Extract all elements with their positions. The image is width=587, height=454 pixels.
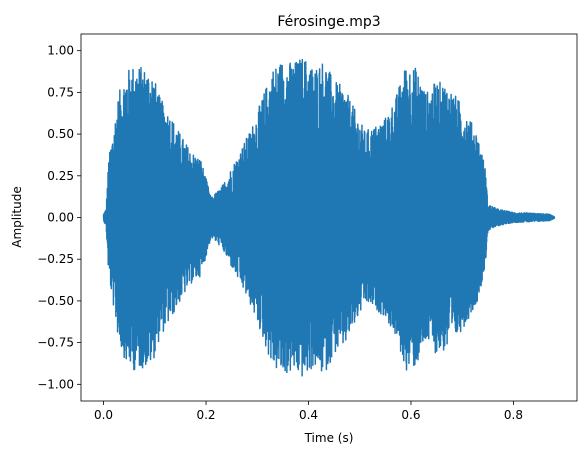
y-tick-label: −0.25 xyxy=(37,252,74,266)
y-axis: 1.00 0.75 0.50 0.25 0.00 −0.25 −0.50 −0.75 −1.00 xyxy=(37,44,81,391)
x-tick-label: 0.8 xyxy=(504,408,523,422)
y-tick-label: 0.75 xyxy=(47,85,74,99)
y-tick-label: −1.00 xyxy=(37,377,74,391)
y-tick-label: 1.00 xyxy=(47,44,74,58)
y-tick-label: 0.50 xyxy=(47,127,74,141)
x-tick-label: 0.0 xyxy=(94,408,113,422)
chart-title: Férosinge.mp3 xyxy=(277,14,380,30)
x-axis: 0.0 0.2 0.4 0.6 0.8 xyxy=(94,401,523,422)
y-axis-label: Amplitude xyxy=(10,186,24,248)
y-tick-label: 0.00 xyxy=(47,211,74,225)
y-tick-label: −0.75 xyxy=(37,336,74,350)
x-axis-label: Time (s) xyxy=(304,431,354,445)
x-tick-label: 0.4 xyxy=(299,408,318,422)
waveform-series-line xyxy=(102,58,556,377)
y-tick-label: −0.50 xyxy=(37,294,74,308)
x-tick-label: 0.6 xyxy=(401,408,420,422)
x-tick-label: 0.2 xyxy=(196,408,215,422)
y-tick-label: 0.25 xyxy=(47,169,74,183)
